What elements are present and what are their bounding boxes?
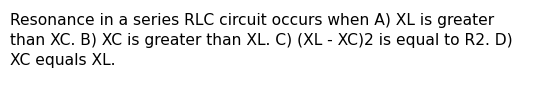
Text: Resonance in a series RLC circuit occurs when A) XL is greater
than XC. B) XC is: Resonance in a series RLC circuit occurs… [10, 13, 513, 68]
